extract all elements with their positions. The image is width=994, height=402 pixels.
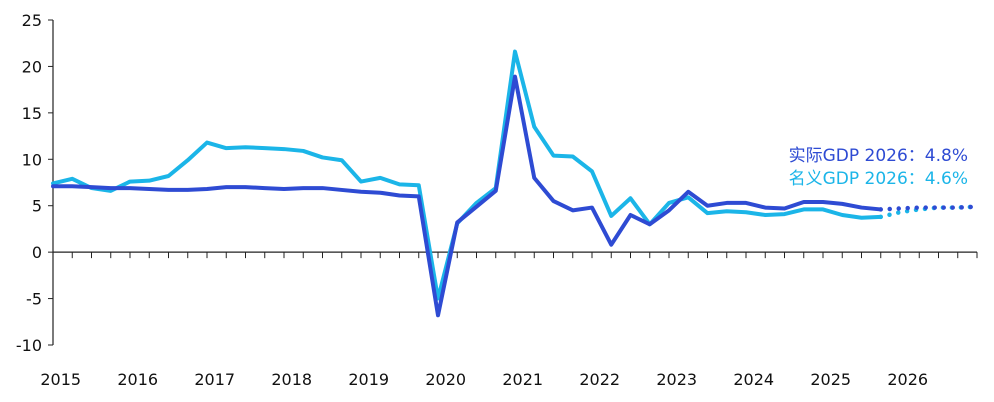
annotation-layer: 实际GDP 2026：4.8% 名义GDP 2026：4.6% [789,146,968,189]
y-tick-label: -10 [16,336,42,355]
x-tick-label: 2022 [579,370,620,389]
x-tick-label: 2015 [40,370,81,389]
x-ticks: 2015 2016 2017 2018 2019 2020 2021 2022 2023 2024… [40,252,978,389]
x-tick-label: 2020 [425,370,466,389]
x-tick-label: 2019 [348,370,389,389]
y-tick-label: 25 [22,11,42,30]
annotation-real: 实际GDP 2026：4.8% [789,146,968,166]
x-tick-label: 2016 [117,370,158,389]
series-line-nominal [51,49,883,301]
x-tick-label: 2018 [271,370,312,389]
x-tick-label: 2021 [502,370,543,389]
y-tick-label: 5 [32,197,42,216]
x-tick-label: 2024 [733,370,774,389]
series-forecast-real [878,204,980,212]
y-tick-label: 10 [22,150,42,169]
y-ticks: -10 -5 0 5 10 15 20 25 [16,11,53,355]
series-line-real [51,74,883,318]
x-tick-label: 2026 [887,370,928,389]
annotation-nominal: 名义GDP 2026：4.6% [789,169,968,189]
y-tick-label: 15 [22,104,42,123]
x-tick-label: 2023 [656,370,697,389]
y-tick-label: 20 [22,57,42,76]
series-layer [51,49,980,318]
y-tick-label: -5 [26,290,42,309]
y-tick-label: 0 [32,243,42,262]
x-tick-label: 2025 [810,370,851,389]
x-tick-label: 2017 [194,370,235,389]
